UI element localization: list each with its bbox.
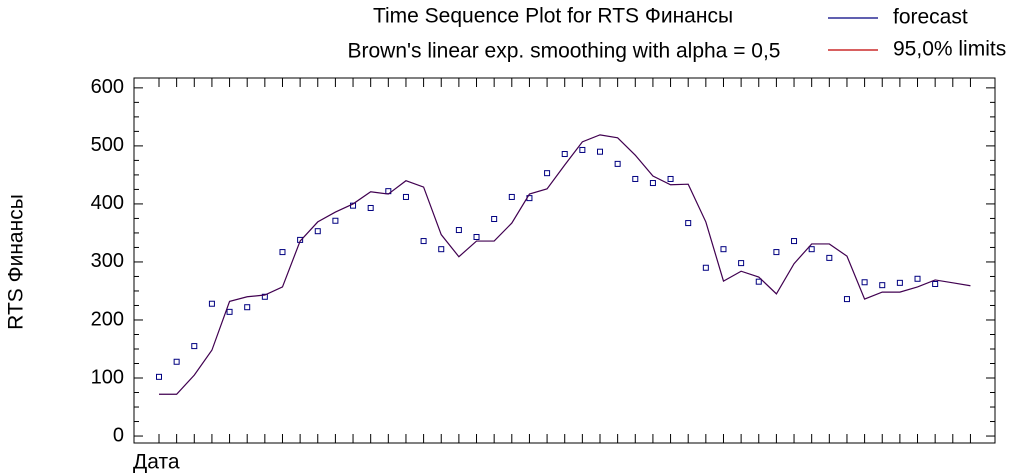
data-point: [561, 151, 568, 158]
data-point: [720, 246, 727, 253]
y-tick-label: 500: [91, 134, 124, 156]
chart-title: Time Sequence Plot for RTS Финансы: [373, 5, 733, 28]
data-point: [226, 308, 233, 315]
chart-subtitle: Brown's linear exp. smoothing with alpha…: [347, 40, 780, 63]
forecast-line: [159, 134, 971, 395]
x-axis-label: Дата: [133, 451, 180, 474]
data-point: [685, 220, 692, 227]
data-point: [367, 204, 374, 211]
data-point: [208, 300, 215, 307]
data-point: [826, 254, 833, 261]
y-tick-label: 0: [113, 424, 124, 446]
data-point: [244, 304, 251, 311]
y-tick-label: 200: [91, 308, 124, 330]
data-point: [473, 233, 480, 240]
data-point: [455, 227, 462, 234]
data-point: [649, 180, 656, 187]
y-tick-label: 100: [91, 366, 124, 388]
data-point: [438, 246, 445, 253]
data-point: [420, 238, 427, 245]
data-point: [773, 249, 780, 256]
data-point: [879, 282, 886, 289]
data-point: [755, 278, 762, 285]
data-point: [614, 160, 621, 167]
data-point: [932, 281, 939, 288]
data-point: [508, 193, 515, 200]
data-point: [261, 293, 268, 300]
data-point: [156, 373, 162, 380]
data-point: [738, 260, 745, 267]
y-tick-label: 600: [91, 76, 124, 98]
data-point: [332, 217, 339, 224]
y-axis-label: RTS Финансы: [5, 194, 28, 330]
data-point: [279, 249, 286, 256]
data-point: [402, 193, 409, 200]
data-point: [667, 175, 674, 182]
data-point: [173, 358, 180, 365]
data-point: [843, 296, 850, 303]
data-point: [314, 228, 321, 235]
data-point: [914, 275, 921, 282]
legend-label: 95,0% limits: [893, 38, 1006, 61]
data-point: [491, 216, 498, 223]
data-point: [896, 279, 903, 286]
data-point: [791, 238, 798, 245]
data-point: [702, 264, 709, 271]
data-point: [632, 175, 639, 182]
y-tick-label: 300: [91, 250, 124, 272]
data-point: [579, 146, 586, 153]
data-point: [191, 343, 198, 350]
y-tick-label: 400: [91, 192, 124, 214]
data-point: [861, 279, 868, 286]
legend-label: forecast: [893, 6, 968, 29]
data-point: [808, 246, 815, 253]
data-point: [597, 148, 603, 155]
data-point: [544, 170, 551, 177]
plot-frame: [133, 77, 996, 444]
